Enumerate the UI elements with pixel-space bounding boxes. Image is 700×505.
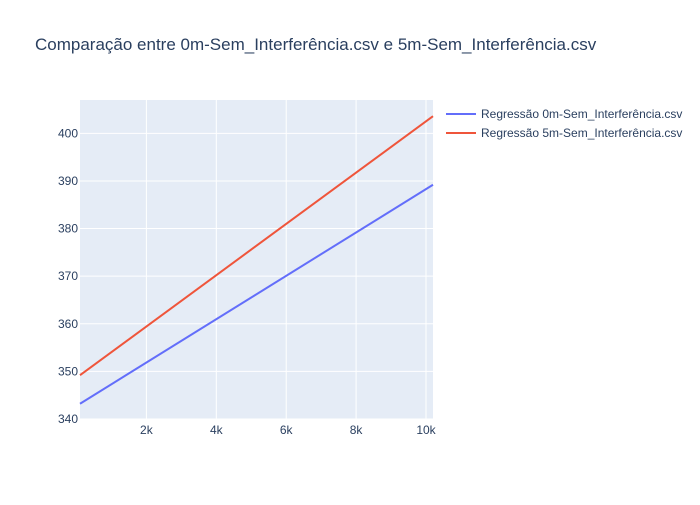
y-tick-label: 380: [58, 222, 78, 236]
legend[interactable]: Regressão 0m-Sem_Interferência.csv Regres…: [446, 107, 682, 140]
plot-area: [80, 100, 433, 419]
y-tick-label: 370: [58, 269, 78, 283]
x-tick-label: 2k: [140, 423, 154, 437]
chart-title: Comparação entre 0m-Sem_Interferência.cs…: [35, 35, 597, 54]
x-tick-label: 10k: [416, 423, 436, 437]
legend-item[interactable]: Regressão 0m-Sem_Interferência.csv: [446, 107, 682, 121]
y-tick-label: 350: [58, 364, 78, 378]
legend-item[interactable]: Regressão 5m-Sem_Interferência.csv: [446, 126, 682, 140]
legend-label: Regressão 5m-Sem_Interferência.csv: [481, 126, 682, 140]
grid: [80, 100, 433, 420]
y-tick-label: 400: [58, 126, 78, 140]
y-tick-label: 360: [58, 317, 78, 331]
series-line: [79, 183, 434, 405]
x-tick-label: 4k: [210, 423, 224, 437]
axis-ticks: 340 350 360 370 380 390 400 2k 4k 6k 8k 10k: [58, 126, 437, 437]
y-tick-label: 390: [58, 174, 78, 188]
y-tick-label: 340: [58, 412, 78, 426]
x-tick-label: 8k: [350, 423, 364, 437]
x-tick-label: 6k: [280, 423, 294, 437]
legend-label: Regressão 0m-Sem_Interferência.csv: [481, 107, 682, 121]
series-lines: [79, 115, 434, 405]
series-line: [79, 115, 434, 377]
